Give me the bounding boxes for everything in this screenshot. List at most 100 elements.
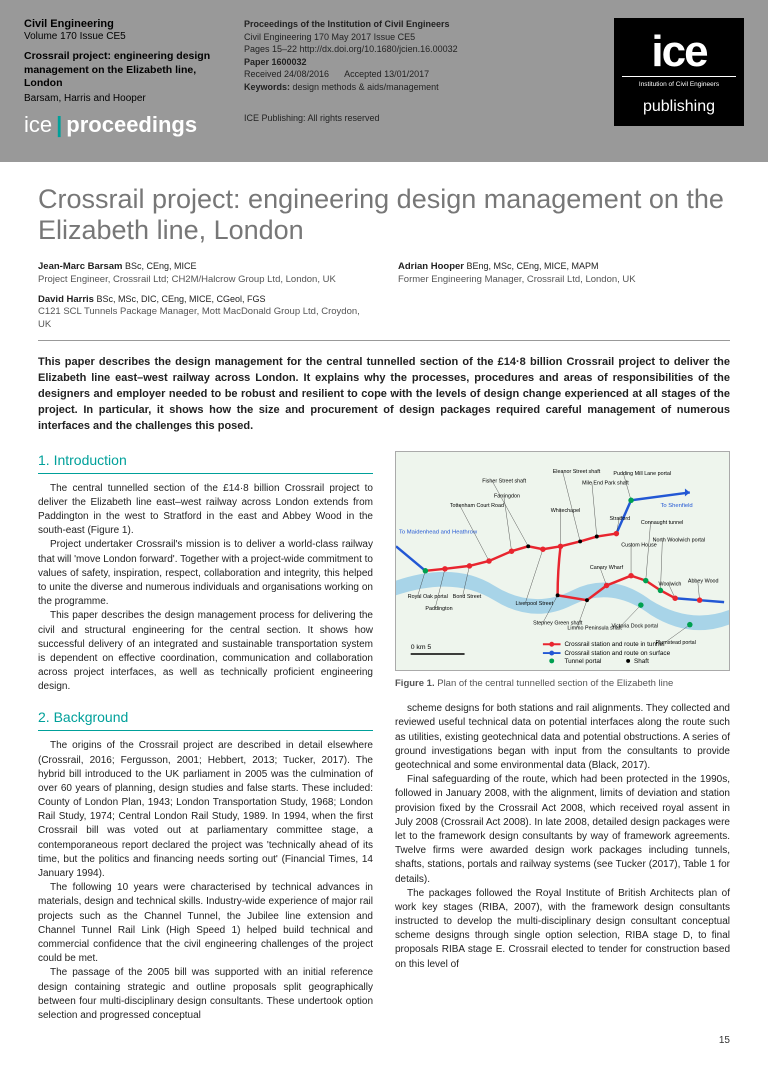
brand-post: proceedings [66,112,197,137]
map-shaft [595,534,599,538]
paper-id: Paper 1600032 [244,56,594,69]
ice-logo-sub: Institution of Civil Engineers [622,76,736,88]
map-label: Woolwich [658,581,681,587]
journal-header: Civil Engineering Volume 170 Issue CE5 C… [0,0,768,162]
s1-p1: The central tunnelled section of the £14… [38,482,373,539]
map-station [628,573,633,578]
map-label: North Woolwich portal [653,537,705,543]
header-meta: Proceedings of the Institution of Civil … [244,18,594,138]
map-label: Farringdon [494,493,520,499]
pages-doi: Pages 15–22 http://dx.doi.org/10.1680/jc… [244,43,594,56]
s2-p3: The passage of the 2005 bill was support… [38,966,373,1023]
journal-brand: ice|proceedings [24,112,224,138]
map-station [614,531,619,536]
figure-1: To Maidenhead and Heathrow To Shenfield … [395,451,730,671]
map-shaft [578,539,582,543]
rights: ICE Publishing: All rights reserved [244,112,594,125]
map-station [442,566,447,571]
left-column: 1. Introduction The central tunnelled se… [38,451,373,1023]
map-shaft [556,593,560,597]
article-content: Crossrail project: engineering design ma… [0,162,768,1031]
s2-p2: The following 10 years were characterise… [38,881,373,966]
volume-issue: Volume 170 Issue CE5 [24,31,224,42]
surface-route-ne [631,492,690,500]
s2-p6: The packages followed the Royal Institut… [395,887,730,972]
map-portal [638,602,643,607]
map-label: Stratford [610,516,631,522]
page-number: 15 [0,1031,768,1054]
map-label: Whitechapel [551,508,581,514]
proceedings-detail: Civil Engineering 170 May 2017 Issue CE5 [244,31,594,44]
author-2: David Harris BSc, MSc, DIC, CEng, MICE, … [38,293,370,307]
received-date: Received 24/08/2016 [244,69,329,79]
author-3-aff: Former Engineering Manager, Crossrail Lt… [398,274,730,287]
ice-logo: ice Institution of Civil Engineers publi… [614,18,744,126]
body-columns: 1. Introduction The central tunnelled se… [38,451,730,1023]
s2-p5: Final safeguarding of the route, which h… [395,773,730,887]
figure-1-caption: Figure 1. Plan of the central tunnelled … [395,677,730,690]
authors-left-col: Jean-Marc Barsam BSc, CEng, MICE Project… [38,260,370,332]
keywords: Keywords: design methods & aids/manageme… [244,81,594,94]
divider [38,340,730,341]
s1-p2: Project undertaker Crossrail's mission i… [38,538,373,609]
map-label: Fisher Street shaft [482,478,526,484]
map-label: Connaught tunnel [641,520,683,526]
map-station [672,595,677,600]
section-1-heading: 1. Introduction [38,451,373,474]
map-shaft [526,544,530,548]
s2-p4: scheme designs for both stations and rai… [395,702,730,773]
authors-right-col: Adrian Hooper BEng, MSc, CEng, MICE, MAP… [398,260,730,332]
map-station [486,558,491,563]
author-3: Adrian Hooper BEng, MSc, CEng, MICE, MAP… [398,260,730,274]
accepted-date: Accepted 13/01/2017 [344,69,429,79]
map-label: Tottenham Court Road [450,503,504,509]
publisher-logo-box: ice Institution of Civil Engineers publi… [614,18,744,138]
map-portal [658,587,663,592]
tunnel-route-main [425,533,616,570]
map-label: Pudding Mill Lane portal [613,471,671,477]
author-1: Jean-Marc Barsam BSc, CEng, MICE [38,260,370,274]
s1-p3: This paper describes the design manageme… [38,609,373,694]
s2-p1: The origins of the Crossrail project are… [38,739,373,881]
east-label: To Shenfield [660,503,692,509]
map-station [604,583,609,588]
map-label: Victoria Dock portal [611,623,658,629]
map-station [509,548,514,553]
map-station [540,546,545,551]
map-station [467,563,472,568]
west-label: To Maidenhead and Heathrow [399,529,478,535]
map-station [558,543,563,548]
author-1-aff: Project Engineer, Crossrail Ltd; CH2M/Ha… [38,274,370,287]
publishing-label: publishing [622,98,736,116]
map-label: Canary Wharf [590,565,624,571]
map-label: Mile End Park shaft [582,480,629,486]
article-title-short: Crossrail project: engineering design ma… [24,50,224,91]
map-label: Eleanor Street shaft [553,469,601,475]
surface-se2 [700,600,724,602]
map-label: Abbey Wood [688,578,719,584]
legend-surface: Crossrail station and route on surface [564,650,670,657]
authors-short: Barsam, Harris and Hooper [24,93,224,104]
map-portal [628,497,633,502]
surface-se [675,598,699,600]
article-title: Crossrail project: engineering design ma… [38,184,730,246]
map-portal [687,622,692,627]
map-label: Custom House [621,542,657,548]
map-label: Royal Oak portal [408,594,448,600]
map-portal [643,578,648,583]
section-2-heading: 2. Background [38,708,373,731]
abstract: This paper describes the design manageme… [38,355,730,435]
figure-1-svg: To Maidenhead and Heathrow To Shenfield … [396,452,729,670]
journal-title: Civil Engineering [24,18,224,30]
map-label: Bond Street [453,594,482,600]
arrow-ne [685,488,690,496]
right-column: To Maidenhead and Heathrow To Shenfield … [395,451,730,1023]
authors-block: Jean-Marc Barsam BSc, CEng, MICE Project… [38,260,730,332]
ice-logo-text: ice [622,32,736,72]
header-left: Civil Engineering Volume 170 Issue CE5 C… [24,18,224,138]
map-station [697,597,702,602]
author-2-aff: C121 SCL Tunnels Package Manager, Mott M… [38,306,370,332]
legend: Crossrail station and route in tunnel Cr… [543,641,671,665]
legend-portal: Tunnel portal [564,658,601,665]
surface-route-west [396,546,425,570]
